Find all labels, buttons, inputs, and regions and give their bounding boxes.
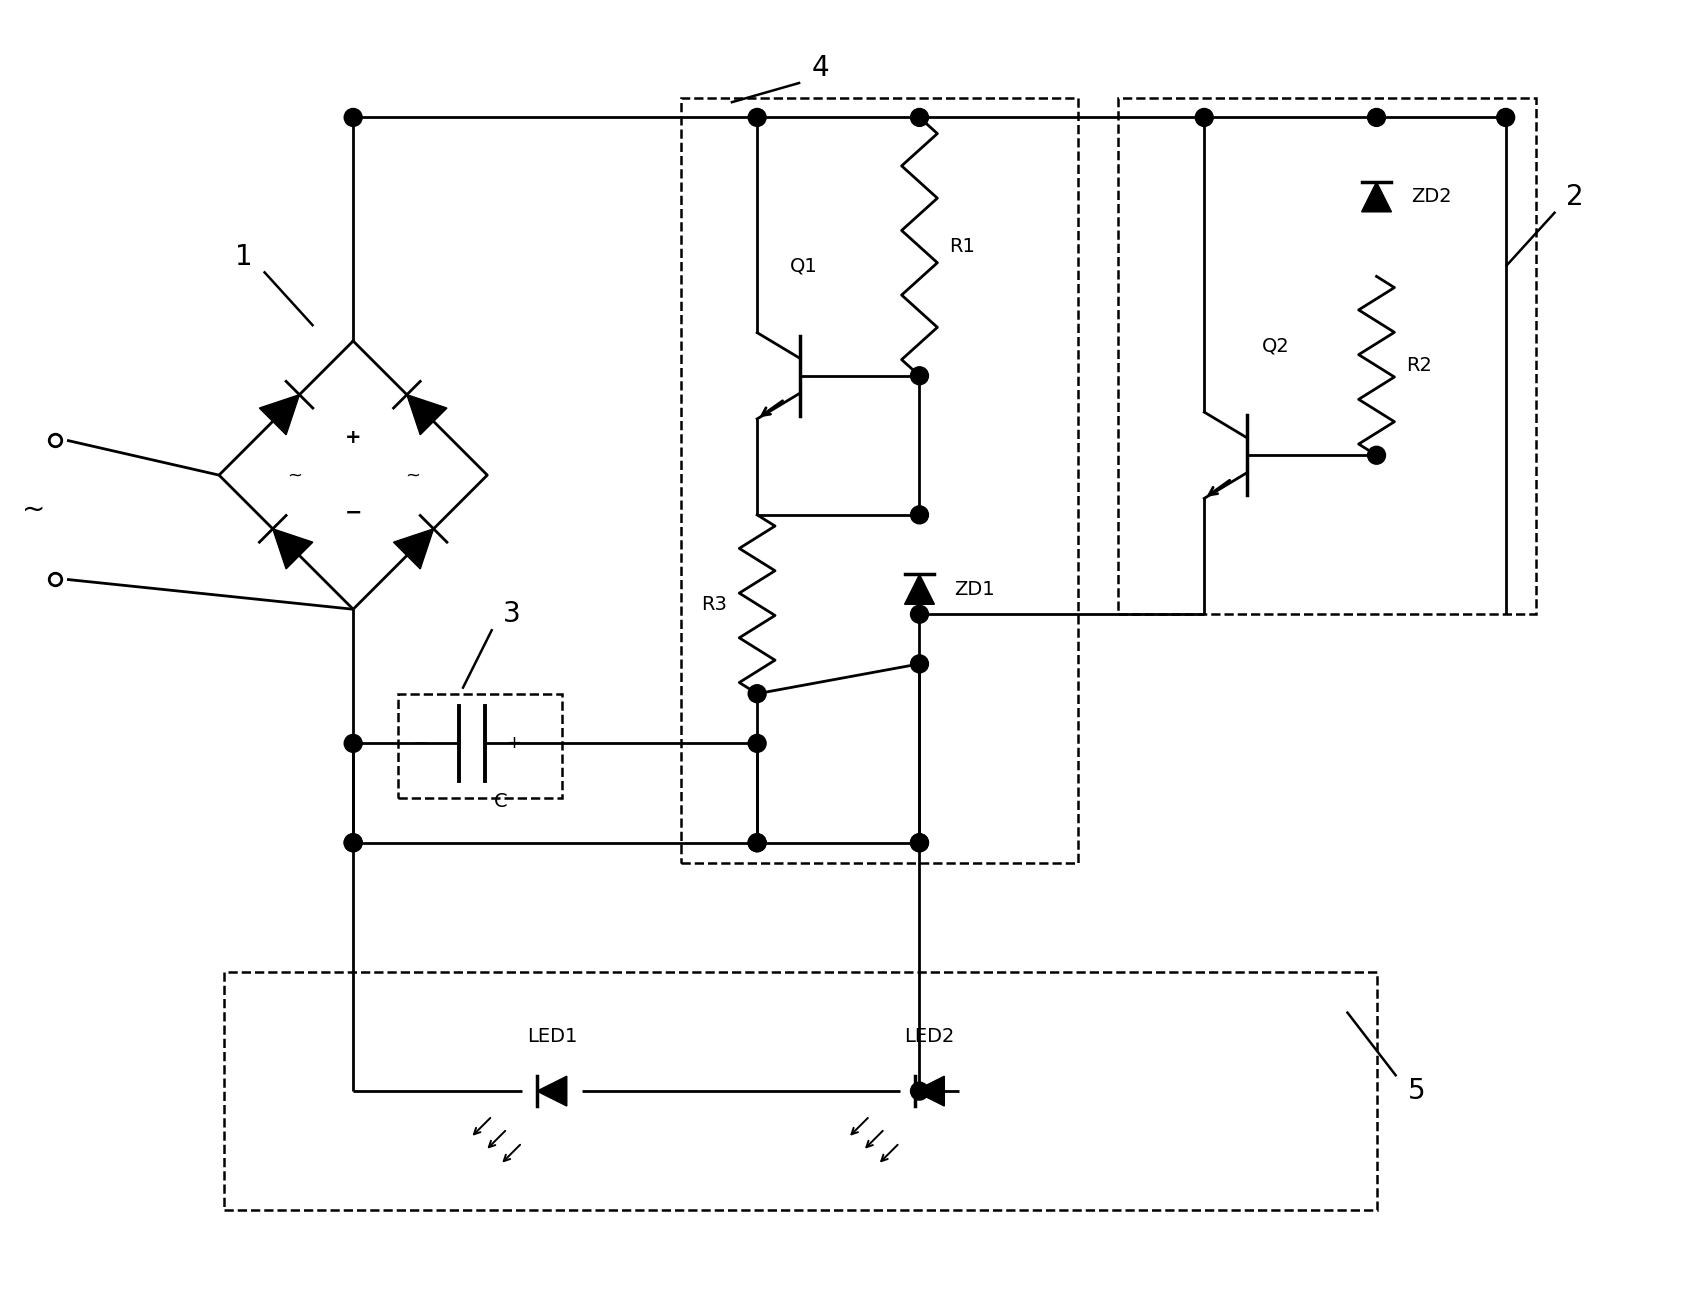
Circle shape	[1194, 109, 1213, 127]
Text: +: +	[506, 735, 521, 752]
Circle shape	[345, 109, 362, 127]
Circle shape	[748, 833, 765, 851]
Circle shape	[910, 833, 928, 851]
Text: 4: 4	[811, 54, 829, 82]
Bar	[1117, 97, 1534, 615]
Polygon shape	[272, 529, 313, 569]
Text: ~: ~	[404, 466, 419, 484]
Polygon shape	[913, 1077, 944, 1106]
Text: 1: 1	[235, 242, 252, 270]
Circle shape	[748, 833, 765, 851]
Circle shape	[1367, 109, 1384, 127]
Circle shape	[910, 366, 928, 384]
Circle shape	[1367, 446, 1384, 465]
Circle shape	[910, 655, 928, 673]
Text: R2: R2	[1406, 356, 1431, 375]
Text: Q1: Q1	[791, 258, 817, 276]
Text: ZD1: ZD1	[954, 580, 994, 599]
Circle shape	[910, 506, 928, 524]
Circle shape	[345, 833, 362, 851]
Text: C: C	[493, 792, 506, 810]
Text: Q2: Q2	[1262, 336, 1290, 356]
Circle shape	[1495, 109, 1514, 127]
Text: R3: R3	[701, 595, 727, 613]
Circle shape	[910, 606, 928, 624]
Circle shape	[345, 735, 362, 752]
Circle shape	[910, 833, 928, 851]
Text: LED2: LED2	[903, 1027, 954, 1046]
Text: LED1: LED1	[526, 1027, 577, 1046]
Polygon shape	[407, 395, 447, 435]
Text: 5: 5	[1406, 1077, 1425, 1105]
Circle shape	[748, 109, 765, 127]
Polygon shape	[394, 529, 434, 569]
Bar	[681, 97, 1078, 863]
Circle shape	[910, 1082, 928, 1100]
Text: +: +	[345, 428, 362, 446]
Text: 2: 2	[1566, 182, 1583, 211]
Text: −: −	[345, 502, 362, 523]
Text: 3: 3	[503, 600, 521, 628]
Polygon shape	[903, 575, 934, 604]
Circle shape	[910, 109, 928, 127]
Polygon shape	[537, 1077, 567, 1106]
Text: R1: R1	[949, 237, 974, 256]
Circle shape	[748, 685, 765, 703]
Text: ~: ~	[22, 496, 45, 524]
Circle shape	[345, 833, 362, 851]
Circle shape	[748, 735, 765, 752]
Polygon shape	[1361, 182, 1391, 212]
Text: ZD2: ZD2	[1411, 188, 1452, 207]
Bar	[224, 972, 1376, 1210]
Bar	[397, 694, 562, 798]
Text: ~: ~	[286, 466, 301, 484]
Polygon shape	[259, 395, 299, 435]
Text: −: −	[412, 734, 429, 753]
